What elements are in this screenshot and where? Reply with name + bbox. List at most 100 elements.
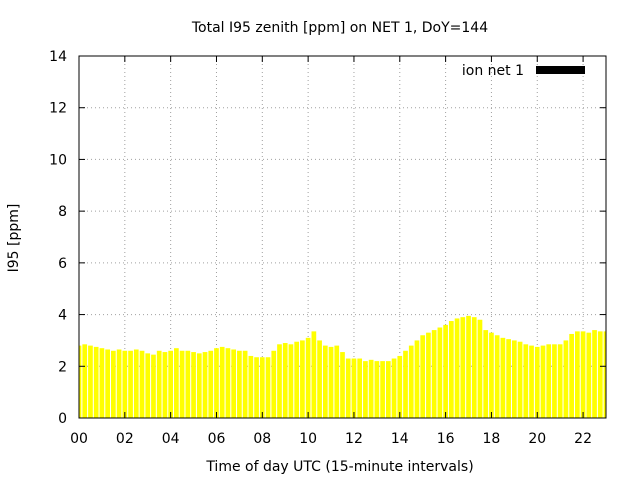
bar (552, 344, 557, 418)
y-tick-label: 4 (58, 308, 67, 324)
y-axis-label: I95 [ppm] (6, 204, 22, 273)
x-tick-label: 04 (162, 431, 180, 447)
bar (431, 330, 437, 418)
bar (477, 319, 483, 418)
bar (305, 337, 311, 418)
bar (174, 348, 179, 418)
bar (288, 344, 294, 418)
x-tick-label: 12 (345, 431, 363, 447)
bar (191, 352, 196, 418)
bar (300, 340, 305, 418)
bar (575, 331, 580, 418)
bar (511, 340, 517, 418)
bar (185, 350, 191, 418)
bar (202, 352, 208, 418)
bar (397, 355, 403, 418)
bar (237, 350, 242, 418)
x-tick-label: 18 (483, 431, 501, 447)
bar (454, 318, 460, 418)
x-tick-label: 20 (528, 431, 546, 447)
bar (597, 331, 603, 418)
bars-group (79, 315, 606, 418)
bar (420, 335, 426, 418)
bar (443, 324, 448, 418)
x-axis-label: Time of day UTC (15-minute intervals) (205, 459, 473, 475)
bar (311, 331, 317, 418)
bar (494, 335, 500, 418)
bar (88, 345, 93, 418)
bar (93, 346, 99, 418)
bar (529, 345, 534, 418)
bar (133, 349, 139, 418)
bar (506, 339, 511, 418)
bar (259, 357, 265, 418)
x-tick-label: 16 (437, 431, 455, 447)
y-tick-label: 12 (49, 101, 67, 117)
grid-lines (79, 56, 606, 418)
y-tick-label: 2 (58, 359, 67, 375)
bar (471, 317, 477, 418)
plot-frame (78, 55, 607, 419)
bar (219, 346, 225, 418)
bar (168, 350, 174, 418)
bar (99, 348, 105, 418)
bar (242, 350, 248, 418)
bar (111, 350, 116, 418)
y-tick-label: 6 (58, 256, 67, 272)
bar (271, 350, 277, 418)
bar (540, 345, 546, 418)
bar (162, 352, 168, 418)
bar (328, 346, 334, 418)
bar (546, 344, 552, 418)
bar (437, 327, 443, 418)
bar (569, 333, 574, 418)
legend: ion net 1 (462, 63, 585, 79)
bar (322, 345, 328, 418)
bar (277, 344, 282, 418)
bar (82, 344, 88, 418)
x-tick-label: 00 (70, 431, 88, 447)
bar (248, 355, 254, 418)
bar (128, 350, 133, 418)
bar (122, 350, 128, 418)
bar (265, 357, 271, 418)
bar (282, 343, 288, 418)
y-tick-label: 10 (49, 152, 67, 168)
y-axis-ticks: 0 2 4 6 8 10 12 14 (49, 49, 606, 427)
x-axis-ticks: 00 02 04 06 08 10 12 14 16 18 20 22 (70, 56, 592, 447)
bar (374, 361, 380, 418)
x-tick-label: 14 (391, 431, 409, 447)
bar (403, 350, 408, 418)
bar (208, 350, 214, 418)
bar (586, 332, 592, 418)
bar (466, 315, 471, 418)
bar (351, 358, 357, 418)
bar (79, 345, 82, 418)
bar (357, 358, 363, 418)
bar (414, 340, 420, 418)
bar (151, 354, 156, 418)
bar (460, 317, 466, 418)
x-tick-label: 02 (116, 431, 134, 447)
bar (363, 361, 368, 418)
bar (426, 332, 431, 418)
bar (254, 357, 259, 418)
bar (592, 330, 597, 418)
legend-label: ion net 1 (462, 63, 524, 79)
bar (563, 340, 569, 418)
bar (500, 337, 506, 418)
bar (517, 341, 523, 418)
bar (368, 359, 374, 418)
bar (345, 358, 351, 418)
x-tick-label: 22 (574, 431, 592, 447)
bar (294, 341, 300, 418)
bar (105, 349, 110, 418)
bar (116, 349, 122, 418)
bar (448, 321, 454, 418)
bar (523, 344, 529, 418)
y-tick-label: 8 (58, 204, 67, 220)
bar (489, 332, 494, 418)
bar (317, 340, 322, 418)
x-tick-label: 10 (299, 431, 317, 447)
